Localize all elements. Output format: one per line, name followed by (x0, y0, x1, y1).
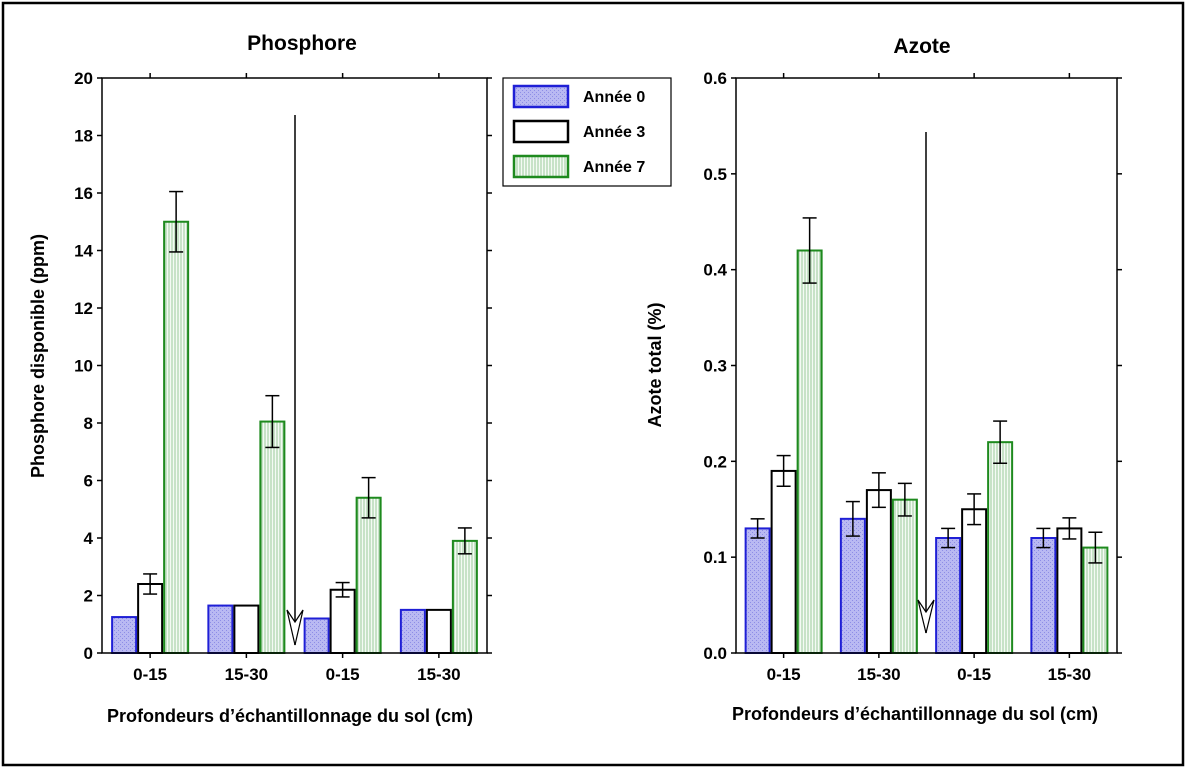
y-tick-label: 14 (74, 242, 93, 261)
legend-label: Année 0 (583, 89, 645, 106)
x-tick-label: 15-30 (225, 665, 268, 684)
bar-annee3 (961, 508, 988, 654)
y-tick-label: 2 (84, 587, 93, 606)
y-tick-label: 0 (84, 644, 93, 663)
x-tick-label: 0-15 (326, 665, 360, 684)
y-tick-label: 12 (74, 299, 93, 318)
y-tick-label: 0.2 (703, 452, 727, 471)
y-tick-label: 16 (74, 184, 93, 203)
x-axis-label: Profondeurs d’échantillonnage du sol (cm… (732, 704, 1098, 724)
y-tick-label: 8 (84, 414, 93, 433)
y-tick-label: 10 (74, 357, 93, 376)
bar-annee3 (233, 604, 260, 654)
bar-annee7 (987, 441, 1014, 654)
down-arrow-icon (286, 609, 304, 646)
y-axis-label: Azote total (%) (645, 303, 665, 428)
down-arrow-icon (917, 599, 935, 634)
legend-label: Année 3 (583, 124, 645, 141)
x-axis-label: Profondeurs d’échantillonnage du sol (cm… (107, 706, 473, 726)
y-tick-label: 6 (84, 472, 93, 491)
legend-swatch-annee7 (512, 154, 570, 179)
bar-annee7 (891, 498, 918, 654)
bars (744, 217, 1109, 655)
chart-title: Phosphore (247, 32, 357, 55)
legend: Année 0 Année 3 Année 7 (502, 77, 672, 187)
bar-annee0 (111, 616, 138, 654)
bar-annee7 (163, 220, 190, 654)
legend-swatch-annee0 (512, 84, 570, 109)
legend-label: Année 7 (583, 159, 645, 176)
x-tick-label: 15-30 (417, 665, 460, 684)
bars (111, 190, 478, 654)
bar-annee0 (207, 604, 234, 654)
bar-annee0 (744, 527, 771, 655)
plot-area-border (735, 77, 1118, 654)
bar-annee3 (425, 608, 452, 654)
y-tick-label: 18 (74, 127, 93, 146)
separator-line (917, 132, 935, 634)
chart-azote: Azote Azote total (%) Profondeurs d’écha… (645, 35, 1122, 724)
bar-annee7 (1082, 546, 1109, 654)
y-tick-label: 0.3 (703, 357, 727, 376)
y-tick-label: 0.0 (703, 644, 727, 663)
bar-annee7 (796, 249, 823, 654)
y-axis-label: Phosphore disponible (ppm) (28, 234, 48, 478)
bar-annee3 (770, 469, 797, 654)
axis-ticks: 0.0 0.1 0.2 0.3 0.4 0.5 0.6 0-15 15-30 0-15 15-30 (703, 69, 1122, 684)
bar-annee3 (865, 489, 892, 655)
chart-phosphore: Phosphore Phosphore disponible (ppm) Pro… (28, 32, 492, 726)
bar-annee0 (303, 617, 330, 654)
bar-annee0 (399, 608, 426, 654)
x-tick-label: 15-30 (857, 665, 900, 684)
bar-annee0 (839, 517, 866, 654)
bar-annee3 (1056, 527, 1083, 655)
y-tick-label: 20 (74, 69, 93, 88)
bar-annee0 (935, 537, 962, 654)
bar-annee3 (329, 588, 356, 654)
y-tick-label: 0.4 (703, 261, 727, 280)
x-tick-label: 0-15 (957, 665, 991, 684)
bar-annee7 (259, 420, 286, 654)
chart-title: Azote (893, 35, 950, 58)
y-tick-label: 0.5 (703, 165, 727, 184)
x-tick-label: 15-30 (1048, 665, 1091, 684)
y-tick-label: 0.6 (703, 69, 727, 88)
x-tick-label: 0-15 (767, 665, 801, 684)
bar-annee7 (451, 539, 478, 654)
plot-area-border (101, 77, 488, 654)
bar-annee0 (1030, 537, 1057, 654)
legend-swatch-annee3 (512, 119, 570, 144)
separator-line (286, 115, 304, 646)
bar-annee7 (355, 496, 382, 654)
axis-ticks: 0 2 4 6 8 10 12 14 16 18 20 0-15 15-30 0-15 15-30 (74, 69, 492, 684)
x-tick-label: 0-15 (133, 665, 167, 684)
y-tick-label: 4 (84, 529, 94, 548)
y-tick-label: 0.1 (703, 548, 727, 567)
